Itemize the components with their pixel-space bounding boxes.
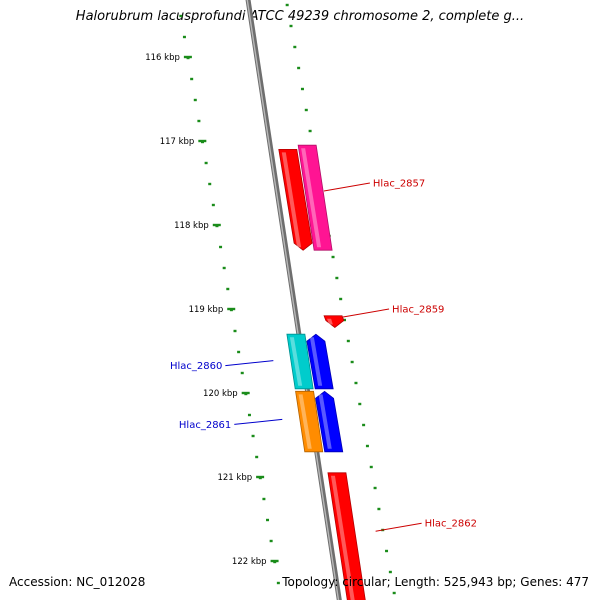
gene-highlight (327, 318, 333, 325)
map-title: Halorubrum lacusprofundi ATCC 49239 chro… (75, 9, 525, 24)
gene-arrow (323, 315, 345, 328)
gene-highlight (281, 152, 302, 248)
gene-highlight (301, 148, 322, 248)
gene-label-text: Hlac_2860 (170, 361, 222, 372)
leader-line (225, 360, 274, 367)
gene-labels: Hlac_2857 Hlac_2859 Hlac_2860 Hlac_2861 Hlac… (170, 179, 477, 532)
gene-arrow (315, 390, 344, 453)
gene-blue-a (306, 333, 334, 390)
gene-highlight (298, 394, 312, 449)
tick-label: 121 kbp (217, 473, 252, 483)
gene-arrow (295, 390, 324, 453)
topology-value: circular; (342, 575, 391, 589)
gene-label-text: Hlac_2857 (373, 179, 425, 190)
gene-red-b (327, 472, 366, 600)
gene-label-text: Hlac_2862 (425, 519, 477, 530)
gene-label-hlac-2859: Hlac_2859 (342, 305, 444, 318)
gene-label-hlac-2861: Hlac_2861 (179, 418, 283, 431)
gene-orange (295, 390, 324, 453)
tick-label: 117 kbp (160, 137, 195, 147)
accession-info: Accession: NC_012028 (9, 575, 145, 589)
backbone-layer (245, 0, 342, 600)
gene-red-small (323, 315, 345, 328)
leader-line (234, 418, 283, 425)
gene-highlight (289, 337, 303, 386)
gene-label-text: Hlac_2861 (179, 420, 231, 431)
gene-arrow (286, 333, 314, 390)
tick-label: 119 kbp (189, 305, 224, 315)
tick-label: 122 kbp (232, 557, 267, 567)
tick-label: 120 kbp (203, 389, 238, 399)
gene-blue-b (315, 390, 344, 453)
gene-arrow (306, 333, 334, 390)
gene-pink (297, 144, 333, 251)
genes-value: 477 (566, 575, 589, 589)
chromosome-backbone (245, 0, 342, 600)
genes-label: Genes: (520, 575, 563, 589)
gene-label-hlac-2860: Hlac_2860 (170, 360, 274, 372)
gene-arrow (278, 148, 313, 251)
leader-line (375, 522, 422, 532)
accession-label: Accession: (9, 575, 73, 589)
tick-marks: 116 kbp 117 kbp 118 kbp 119 kbp 120 kbp 121 k… (145, 53, 279, 567)
gene-arrow (297, 144, 333, 251)
gene-cyan (286, 333, 314, 390)
chromosome-backbone-highlight (246, 0, 340, 600)
leader-line (323, 182, 370, 192)
gene-label-text: Hlac_2859 (392, 305, 444, 316)
tick-label: 118 kbp (174, 221, 209, 231)
gene-highlight (309, 337, 323, 386)
tick-label: 116 kbp (145, 53, 180, 63)
gene-red-a (278, 148, 313, 251)
dotted-rings (179, 3, 396, 595)
leader-line (342, 308, 390, 318)
topology-label: Topology: (282, 575, 339, 589)
gene-label-hlac-2857: Hlac_2857 (323, 179, 425, 192)
gene-highlight (330, 475, 355, 600)
length-value: 525,943 bp; (443, 575, 517, 589)
gene-highlight (318, 394, 332, 449)
accession-value: NC_012028 (76, 575, 146, 589)
gene-features (278, 144, 366, 600)
gene-label-hlac-2862: Hlac_2862 (375, 519, 477, 532)
length-label: Length: (394, 575, 440, 589)
genome-summary: Topology: circular; Length: 525,943 bp; … (282, 575, 589, 589)
gene-arrow (327, 472, 366, 600)
